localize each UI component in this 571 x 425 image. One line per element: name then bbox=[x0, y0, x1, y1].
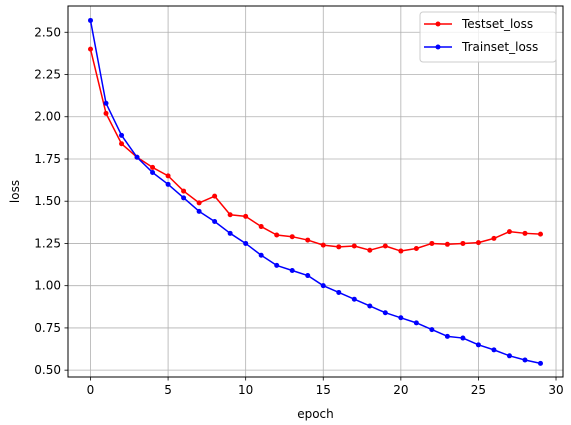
y-tick-label: 2.25 bbox=[34, 68, 61, 82]
legend-label-testset: Testset_loss bbox=[461, 17, 533, 31]
data-point-trainset-loss bbox=[212, 218, 218, 224]
data-point-testset-loss bbox=[165, 173, 171, 179]
data-point-trainset-loss bbox=[88, 17, 93, 23]
data-point-testset-loss bbox=[103, 110, 109, 116]
legend-box bbox=[419, 11, 557, 63]
y-tick-label: 1.75 bbox=[34, 152, 61, 166]
data-point-trainset-loss bbox=[227, 230, 233, 236]
legend-marker-trainset bbox=[435, 44, 441, 50]
data-point-testset-loss bbox=[506, 229, 512, 235]
y-tick-label: 1.25 bbox=[34, 236, 61, 250]
y-tick-label: 0.50 bbox=[34, 363, 61, 377]
data-point-testset-loss bbox=[320, 242, 326, 248]
x-tick-label: 5 bbox=[164, 383, 172, 397]
data-point-trainset-loss bbox=[538, 360, 543, 366]
tick-layer: 0 5 10 15 20 25 30 0.50 0.75 1.00 1.25 1.50 1.75 2.00… bbox=[34, 25, 563, 397]
data-point-testset-loss bbox=[227, 212, 233, 218]
y-tick-label: 1.00 bbox=[34, 279, 61, 293]
data-point-testset-loss bbox=[88, 46, 93, 52]
data-point-testset-loss bbox=[181, 188, 187, 194]
data-point-testset-loss bbox=[413, 246, 419, 252]
data-point-trainset-loss bbox=[274, 262, 280, 268]
data-point-trainset-loss bbox=[243, 240, 249, 246]
grid-layer bbox=[68, 6, 563, 377]
data-point-testset-loss bbox=[444, 241, 450, 247]
data-point-testset-loss bbox=[274, 232, 280, 238]
data-point-testset-loss bbox=[491, 235, 497, 241]
data-point-testset-loss bbox=[196, 200, 202, 206]
data-point-trainset-loss bbox=[320, 283, 326, 289]
data-point-trainset-loss bbox=[258, 252, 264, 258]
data-point-trainset-loss bbox=[398, 315, 404, 321]
x-axis-label: epoch bbox=[297, 407, 334, 421]
data-point-trainset-loss bbox=[429, 327, 435, 333]
y-tick-label: 2.00 bbox=[34, 110, 61, 124]
x-tick-label: 25 bbox=[471, 383, 486, 397]
data-point-trainset-loss bbox=[103, 100, 109, 106]
y-tick-label: 0.75 bbox=[34, 321, 61, 335]
x-tick-label: 0 bbox=[87, 383, 95, 397]
data-point-testset-loss bbox=[538, 231, 543, 237]
data-point-testset-loss bbox=[212, 193, 218, 199]
data-point-trainset-loss bbox=[305, 273, 311, 279]
data-point-trainset-loss bbox=[289, 267, 295, 273]
x-tick-label: 20 bbox=[393, 383, 408, 397]
data-point-trainset-loss bbox=[181, 195, 187, 201]
data-point-trainset-loss bbox=[165, 181, 171, 187]
data-point-testset-loss bbox=[336, 244, 342, 250]
data-point-testset-loss bbox=[119, 141, 125, 147]
series-line-trainset-loss bbox=[89, 20, 541, 365]
data-point-trainset-loss bbox=[367, 303, 373, 309]
data-point-testset-loss bbox=[351, 243, 357, 249]
data-point-trainset-loss bbox=[150, 169, 156, 175]
data-point-testset-loss bbox=[289, 234, 295, 240]
data-point-testset-loss bbox=[150, 164, 156, 170]
x-tick-label: 30 bbox=[548, 383, 563, 397]
data-point-testset-loss bbox=[258, 224, 264, 230]
legend: Testset_loss Trainset_loss bbox=[419, 11, 557, 63]
plot-area-frame bbox=[67, 5, 564, 378]
data-point-testset-loss bbox=[243, 213, 249, 219]
data-point-testset-loss bbox=[367, 247, 373, 253]
data-point-trainset-loss bbox=[196, 208, 202, 214]
data-point-trainset-loss bbox=[522, 357, 528, 363]
data-point-testset-loss bbox=[398, 248, 404, 254]
data-point-testset-loss bbox=[305, 237, 311, 243]
x-tick-label: 15 bbox=[316, 383, 331, 397]
data-point-trainset-loss bbox=[475, 342, 481, 348]
series-layer bbox=[88, 17, 543, 366]
data-point-testset-loss bbox=[429, 240, 435, 246]
data-point-trainset-loss bbox=[336, 289, 342, 295]
data-point-testset-loss bbox=[382, 243, 388, 249]
data-point-trainset-loss bbox=[382, 310, 388, 316]
data-point-trainset-loss bbox=[506, 353, 512, 359]
data-point-trainset-loss bbox=[134, 154, 140, 160]
data-point-testset-loss bbox=[475, 240, 481, 246]
data-point-trainset-loss bbox=[413, 320, 419, 326]
data-point-trainset-loss bbox=[460, 335, 466, 341]
data-point-testset-loss bbox=[522, 230, 528, 236]
y-axis-label: loss bbox=[8, 180, 22, 203]
y-tick-label: 1.50 bbox=[34, 194, 61, 208]
x-tick-label: 10 bbox=[238, 383, 253, 397]
data-point-trainset-loss bbox=[119, 132, 125, 138]
data-point-trainset-loss bbox=[351, 296, 357, 302]
data-point-trainset-loss bbox=[491, 347, 497, 353]
series-line-testset-loss bbox=[89, 48, 541, 252]
legend-label-trainset: Trainset_loss bbox=[461, 40, 538, 54]
data-point-testset-loss bbox=[460, 240, 466, 246]
y-tick-label: 2.50 bbox=[34, 25, 61, 39]
data-point-trainset-loss bbox=[444, 333, 450, 339]
legend-marker-testset bbox=[435, 21, 441, 27]
